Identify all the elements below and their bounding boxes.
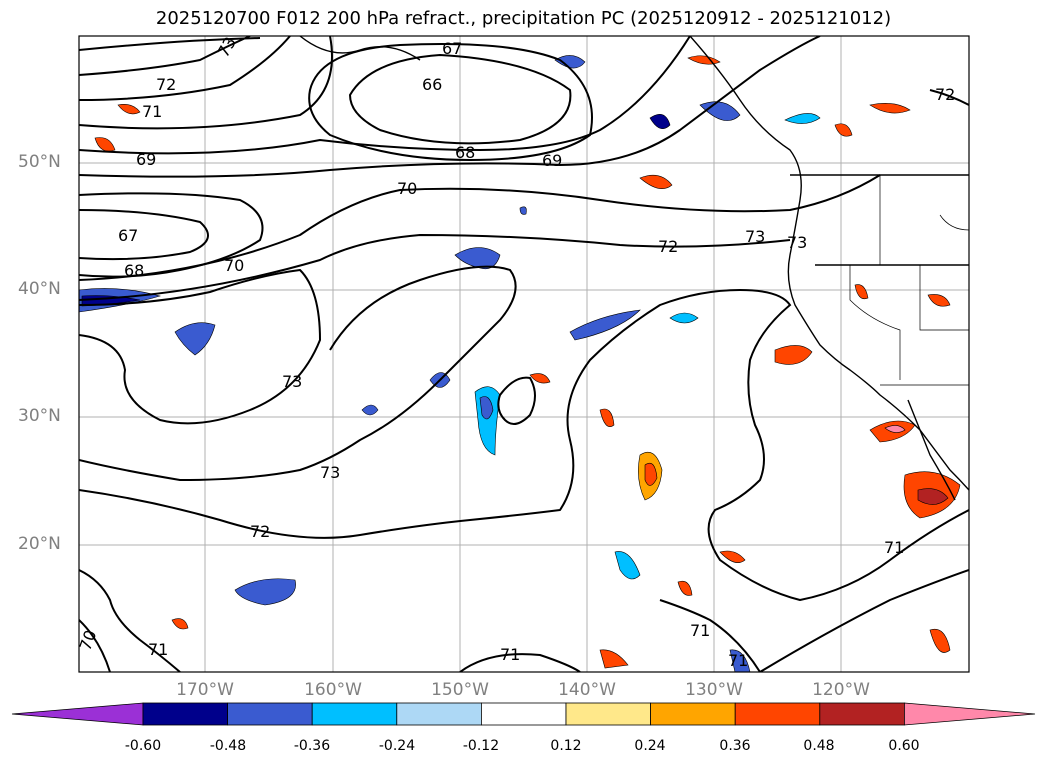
colorbar-label: 0.48 [803, 738, 835, 754]
colorbar [11, 702, 1036, 726]
contour-label: 72 [156, 75, 176, 94]
contour-label: 68 [124, 261, 144, 280]
colorbar-label: 0.60 [888, 738, 920, 754]
contour-label: 70 [224, 256, 244, 275]
contour-label: 68 [455, 143, 475, 162]
lat-label-40N: 40°N [18, 279, 61, 299]
lon-label-150W: 150°W [431, 680, 489, 700]
map-title: 2025120700 F012 200 hPa refract., precip… [155, 8, 892, 29]
colorbar-extend-max [904, 702, 1036, 726]
precip-positive-areas [94, 55, 961, 669]
colorbar-label: -0.12 [462, 738, 500, 754]
colorbar-segment [650, 702, 736, 726]
contour-label: 73 [745, 227, 765, 246]
contour-label: 67 [442, 39, 462, 58]
colorbar-segment [819, 702, 905, 726]
lon-label-160W: 160°W [304, 680, 362, 700]
lon-label-120W: 120°W [812, 680, 870, 700]
precip-negative-areas [79, 55, 821, 672]
colorbar-segment [311, 702, 398, 726]
colorbar-segment [227, 702, 313, 726]
lon-label-170W: 170°W [176, 680, 234, 700]
lat-label-50N: 50°N [18, 152, 61, 172]
contour-label: 73 [320, 463, 340, 482]
contour-label: 66 [422, 75, 442, 94]
map-border [78, 35, 970, 673]
lat-label-20N: 20°N [18, 534, 61, 554]
contour-label: 67 [118, 226, 138, 245]
contour-label: 71 [690, 621, 710, 640]
contour-label: 69 [136, 150, 156, 169]
lon-label-140W: 140°W [558, 680, 616, 700]
contour-label: 71 [500, 645, 520, 664]
contour-label: 71 [728, 651, 748, 670]
lon-label-130W: 130°W [685, 680, 743, 700]
contour-label: 72 [935, 85, 955, 104]
contour-label: 71 [148, 640, 168, 659]
colorbar-segment [565, 702, 651, 726]
colorbar-segment [734, 702, 821, 726]
colorbar-label: 0.12 [550, 738, 582, 754]
colorbar-segment [396, 702, 482, 726]
contour-label: 73 [787, 233, 807, 252]
colorbar-label: -0.60 [124, 738, 162, 754]
contour-label: 73 [282, 372, 302, 391]
contour-label: 72 [250, 522, 270, 541]
colorbar-segment [142, 702, 228, 726]
colorbar-label: 0.36 [719, 738, 751, 754]
colorbar-label: -0.36 [293, 738, 331, 754]
contour-label: 70 [397, 179, 417, 198]
colorbar-label: -0.48 [209, 738, 247, 754]
colorbar-segment [480, 702, 567, 726]
refractivity-contours [79, 36, 969, 672]
colorbar-label: 0.24 [634, 738, 666, 754]
contour-label: 71 [884, 538, 904, 557]
contour-label: 71 [142, 102, 162, 121]
state-borders [849, 175, 969, 386]
map-panel [79, 36, 969, 672]
lat-label-30N: 30°N [18, 406, 61, 426]
contour-label: 72 [658, 237, 678, 256]
colorbar-label: -0.24 [378, 738, 416, 754]
colorbar-extend-min [11, 702, 144, 726]
contour-label: 69 [542, 151, 562, 170]
